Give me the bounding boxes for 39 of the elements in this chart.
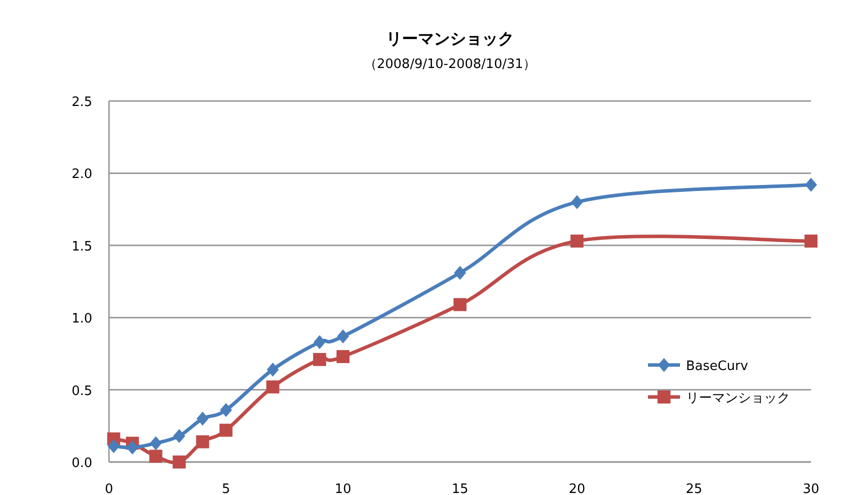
point [150, 436, 162, 450]
point [266, 380, 280, 394]
point [805, 178, 817, 192]
y-tick-label: 2.5 [72, 95, 92, 110]
point [314, 335, 326, 350]
x-tick-label: 0 [104, 482, 114, 495]
chart-subtitle: （2008/9/10-2008/10/31） [364, 57, 536, 72]
point [196, 435, 210, 448]
chart-title: リーマンショック [386, 29, 514, 48]
point [454, 298, 466, 312]
legend-label: リーマンショック [686, 391, 790, 406]
legend-label: BaseCurv [686, 359, 748, 374]
x-tick-label: 25 [686, 482, 702, 495]
y-tick-label: 1.0 [72, 312, 92, 327]
point [220, 424, 232, 437]
point [804, 234, 818, 248]
x-tick-label: 20 [568, 482, 586, 495]
point [108, 439, 120, 454]
point [336, 350, 350, 364]
point [173, 429, 186, 444]
x-tick-label: 5 [222, 482, 230, 495]
point [172, 456, 186, 468]
y-tick-label: 2.0 [72, 167, 92, 182]
x-tick-label: 10 [334, 482, 352, 495]
point [570, 234, 584, 248]
y-tick-label: 0.5 [72, 384, 92, 399]
y-tick-label: 0.0 [72, 456, 92, 471]
y-tick-label: 1.5 [72, 239, 92, 254]
point [337, 329, 349, 344]
point [196, 412, 209, 426]
x-tick-label: 30 [802, 482, 820, 495]
x-tick-label: 15 [452, 482, 468, 495]
point [454, 266, 466, 280]
point [313, 352, 326, 366]
point [266, 362, 279, 377]
point [126, 440, 138, 455]
point [149, 450, 162, 463]
point [220, 403, 232, 418]
point [571, 195, 583, 210]
